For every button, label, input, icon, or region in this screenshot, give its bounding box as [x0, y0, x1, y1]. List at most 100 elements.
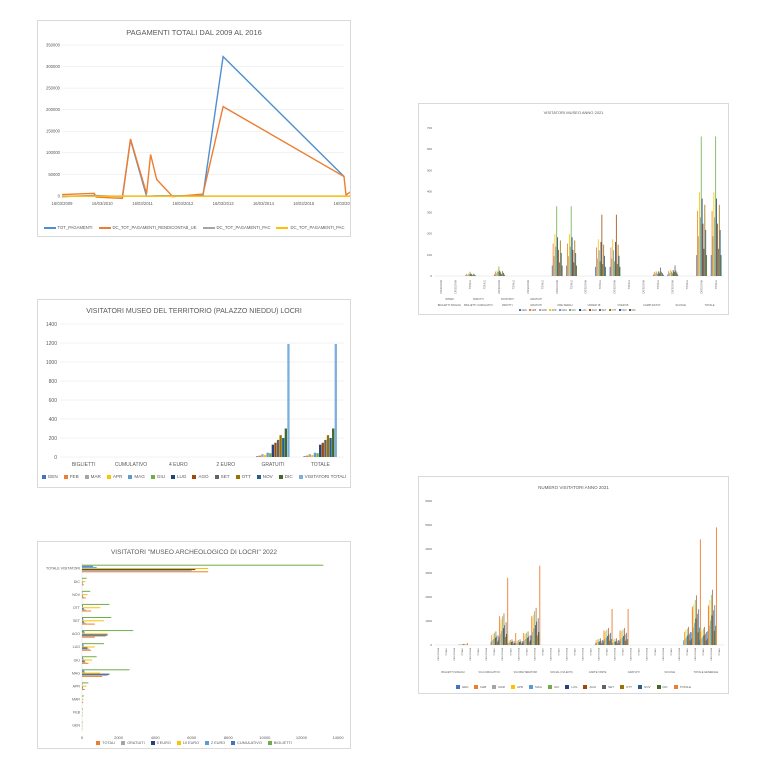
bar [473, 273, 475, 276]
bar [508, 643, 509, 645]
category-label: GEN [72, 724, 80, 728]
chart-numero-2021-legend-swatch [673, 685, 678, 690]
chart-archeologico-legend-item: TOTALI [96, 741, 115, 745]
bar [706, 631, 708, 645]
bar [500, 619, 502, 645]
tick-label: TOTALE [461, 647, 464, 656]
bar [82, 634, 108, 636]
bar [600, 241, 602, 276]
bar [661, 271, 662, 276]
chart-nieddu-legend-swatch [214, 474, 219, 479]
chart-numero-2021-legend-item: MAG [529, 685, 542, 690]
chart-archeologico-legend-swatch [231, 741, 236, 745]
chart-nieddu-plot: 0 200 400 600 800 1000 1200 1400 BIGLIETTI CUMULA… [46, 322, 344, 468]
bar [533, 628, 535, 645]
chart-nieddu-legend-label: MAG [134, 474, 145, 479]
chart-archeologico-legend-swatch [150, 741, 155, 745]
bar [656, 272, 658, 276]
bar [686, 628, 688, 645]
bar [276, 439, 280, 457]
y-tick-label: 350000 [46, 43, 61, 48]
bar [597, 239, 599, 276]
bar [512, 641, 514, 645]
bar [490, 641, 492, 645]
bar [82, 607, 101, 609]
bar [662, 274, 664, 276]
bar [499, 622, 501, 645]
tick-label: TOTALE [590, 647, 593, 656]
bar [714, 605, 716, 645]
bar [699, 627, 700, 645]
chart-numero-2021-legend-swatch [637, 685, 642, 690]
y-tick-label: 300 [427, 211, 432, 215]
bar [494, 271, 496, 276]
bar [609, 266, 611, 276]
bar [704, 626, 705, 645]
chart-numero-2021-legend: GEN FEB MAR APR MAG GIU LUG AGO SET OTT NOV DIC TOTA… [419, 685, 728, 690]
bar [703, 248, 705, 276]
legend-swatch [589, 309, 591, 311]
bar [271, 444, 274, 457]
bar [568, 234, 570, 276]
chart-numero-2021-title: NUMERO VISITATORI ANNO 2021 [538, 485, 609, 490]
chart-numero-2021-legend-item: NOV [637, 685, 651, 690]
bar [495, 631, 497, 645]
y-tick-label: 0 [54, 455, 57, 461]
y-tick-label: 3000 [425, 571, 432, 575]
x-tick-label: 16/03/2010 [92, 201, 114, 206]
chart-pagamenti-legend-label: DC_TOT_PAGAMENTI_PAC [290, 225, 345, 230]
bar [567, 243, 568, 276]
chart-nieddu-legend-item: FEB [63, 474, 79, 479]
bar [491, 635, 493, 645]
bar [82, 594, 88, 596]
bar [613, 250, 615, 276]
tick-label: CATEGORIA [582, 647, 585, 660]
bar [610, 639, 612, 645]
bar [626, 639, 628, 645]
bar [505, 622, 507, 645]
chart-nieddu-legend-item: MAG [128, 474, 145, 479]
bar [676, 272, 678, 276]
tick-label: TOTALE [702, 647, 705, 656]
bar [655, 270, 657, 276]
bar [713, 192, 715, 276]
chart-nieddu-legend-label: LUG [176, 474, 187, 479]
category-label: FEB [73, 711, 81, 715]
bar [700, 631, 701, 645]
legend-swatch [539, 309, 541, 311]
tick-label: CATEGORIA [614, 647, 617, 660]
tick-label: TOTALE [557, 647, 560, 656]
bar [615, 641, 616, 645]
bar [614, 261, 615, 276]
bar [82, 603, 110, 605]
bar [595, 643, 596, 645]
bar [474, 274, 475, 276]
bar [595, 640, 597, 645]
group-label: CAMPI ESTIVI [643, 303, 660, 307]
bar [530, 640, 532, 645]
bar [685, 630, 687, 645]
bar [576, 265, 577, 276]
chart-archeologico-legend-item: 10 EURO [176, 741, 199, 745]
bar [516, 643, 517, 645]
chart-pagamenti-legend-item: TOT_PAGAMENTI [43, 225, 93, 230]
group-label: TOTALE GENERALE [694, 670, 719, 674]
tick-label: CATEGORIA [700, 280, 703, 294]
bar [684, 631, 685, 645]
bar [573, 262, 575, 276]
bar [82, 564, 324, 566]
legend-swatch [569, 309, 571, 311]
x-tick-label: 16/03/2009 [52, 201, 74, 206]
bar [608, 628, 609, 645]
chart-archeologico-plot: 0 2000 4000 6000 8000 10000 12000 14000 GEN FEB MA… [46, 562, 344, 740]
bar [82, 636, 95, 638]
bar [671, 271, 672, 276]
chart-nieddu-legend-label: FEB [69, 474, 79, 479]
y-tick-label: 2000 [425, 595, 432, 599]
bar [82, 584, 84, 586]
bar [571, 237, 573, 276]
bar [701, 630, 703, 645]
bar [705, 229, 707, 276]
bar [539, 565, 541, 645]
bar [82, 675, 103, 677]
